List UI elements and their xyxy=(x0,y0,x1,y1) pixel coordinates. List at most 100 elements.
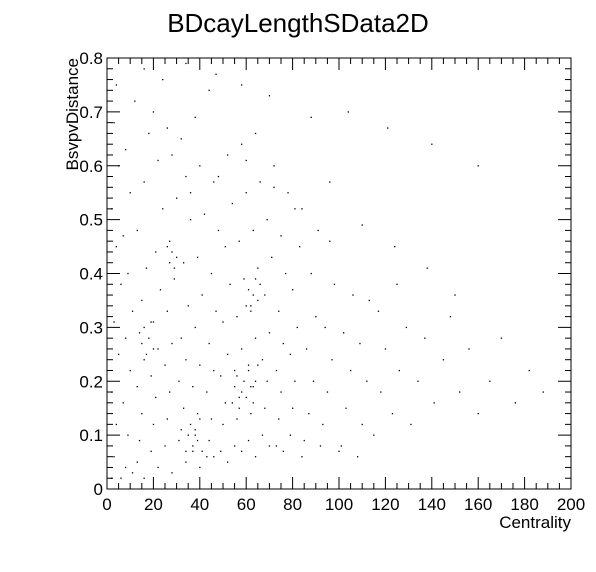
data-point xyxy=(477,165,479,167)
data-point xyxy=(162,79,164,81)
data-point xyxy=(257,364,259,366)
data-point xyxy=(213,456,215,458)
data-point xyxy=(169,240,171,242)
data-point xyxy=(449,316,452,318)
data-point xyxy=(185,450,187,452)
data-point xyxy=(215,310,217,312)
data-point xyxy=(224,246,226,248)
y-tick-label: 0.3 xyxy=(79,318,103,337)
data-point xyxy=(489,380,491,382)
data-point xyxy=(245,192,247,194)
x-tick-label: 140 xyxy=(418,495,446,514)
data-point xyxy=(247,289,250,291)
data-point xyxy=(254,337,257,339)
data-point xyxy=(282,450,284,452)
data-point xyxy=(333,283,336,285)
data-point xyxy=(352,294,354,296)
data-point xyxy=(315,316,317,318)
data-point xyxy=(373,434,375,436)
data-point xyxy=(243,278,245,280)
data-point xyxy=(129,192,131,194)
data-point xyxy=(208,89,210,91)
data-point xyxy=(410,423,412,426)
data-point xyxy=(361,224,363,226)
data-point xyxy=(231,202,233,205)
data-point xyxy=(317,229,319,232)
x-axis-ticks: 0 20 40 60 80 100 120 140 160 180 200 xyxy=(102,58,585,514)
data-point xyxy=(166,310,168,312)
data-point xyxy=(289,353,291,355)
data-point xyxy=(254,278,257,280)
data-point xyxy=(166,127,168,129)
data-point xyxy=(148,337,150,339)
data-point xyxy=(131,472,134,474)
data-point xyxy=(500,337,503,339)
data-point xyxy=(350,369,352,372)
data-point xyxy=(173,267,175,269)
data-point xyxy=(187,434,189,436)
data-point xyxy=(196,413,199,415)
data-point xyxy=(261,359,264,361)
data-point xyxy=(236,316,238,318)
data-point xyxy=(396,283,398,285)
data-point xyxy=(305,348,308,350)
data-points xyxy=(111,62,544,479)
data-point xyxy=(159,289,162,291)
data-point xyxy=(183,407,185,409)
data-point xyxy=(477,413,479,415)
data-point xyxy=(257,299,259,302)
data-point xyxy=(196,439,199,442)
data-point xyxy=(143,326,145,329)
data-point xyxy=(206,391,208,393)
data-point xyxy=(250,310,252,312)
data-point xyxy=(217,229,220,232)
data-point xyxy=(234,445,236,447)
data-point xyxy=(217,175,220,178)
data-point xyxy=(257,267,259,269)
data-point xyxy=(176,197,178,199)
data-point xyxy=(417,380,419,382)
data-point xyxy=(245,305,247,307)
data-point xyxy=(166,246,168,248)
data-point xyxy=(143,68,145,70)
data-point xyxy=(250,305,252,307)
data-point xyxy=(303,439,305,442)
data-point xyxy=(192,445,194,447)
data-point xyxy=(266,219,268,221)
data-point xyxy=(250,386,252,388)
data-point xyxy=(264,407,266,409)
data-point xyxy=(178,380,180,382)
data-point xyxy=(196,256,199,258)
data-point xyxy=(164,445,166,447)
data-point xyxy=(194,429,196,431)
data-point xyxy=(141,342,143,345)
data-point xyxy=(157,466,159,469)
chart-title: BDcayLengthSData2D xyxy=(167,8,429,38)
data-point xyxy=(138,439,141,442)
data-point xyxy=(199,165,201,167)
data-point xyxy=(347,111,349,113)
data-point xyxy=(113,456,115,458)
data-point xyxy=(268,332,271,334)
data-point xyxy=(215,73,217,75)
data-point xyxy=(189,192,192,194)
data-point xyxy=(136,229,138,232)
data-point xyxy=(247,364,250,366)
data-point xyxy=(312,380,315,382)
data-point xyxy=(152,321,155,323)
data-point xyxy=(241,84,243,86)
data-point xyxy=(148,132,150,135)
data-point xyxy=(162,208,164,210)
data-point xyxy=(366,380,368,382)
data-point xyxy=(115,423,117,426)
y-tick-label: 0.6 xyxy=(79,157,103,176)
data-point xyxy=(122,235,124,237)
data-point xyxy=(220,375,222,377)
x-tick-label: 180 xyxy=(510,495,538,514)
data-point xyxy=(266,380,268,382)
data-point xyxy=(125,337,127,339)
data-point xyxy=(238,407,240,409)
data-point xyxy=(542,391,544,393)
data-point xyxy=(201,294,203,296)
